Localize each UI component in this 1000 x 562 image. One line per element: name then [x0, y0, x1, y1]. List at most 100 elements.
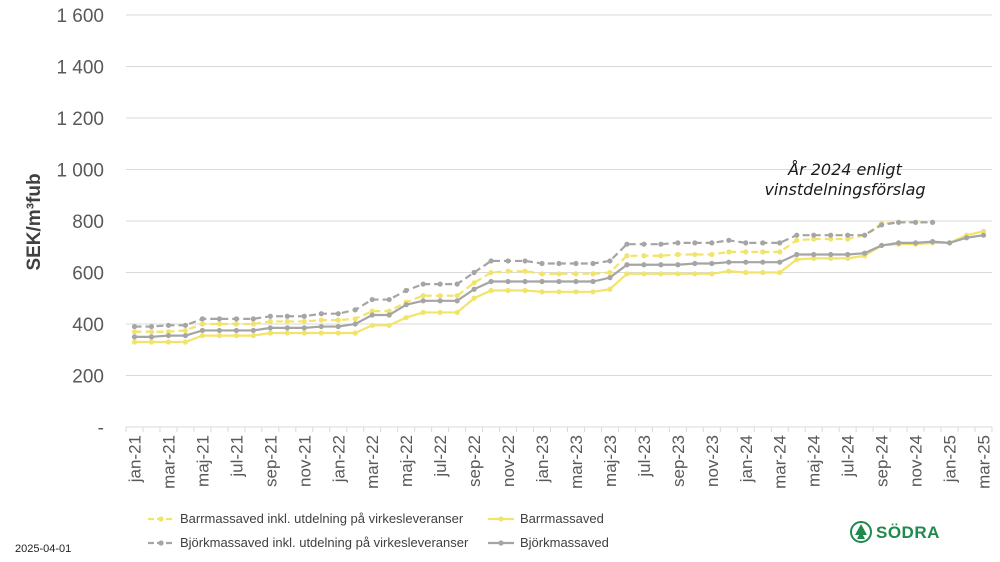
- data-point: [556, 278, 562, 285]
- x-tick-label: maj-21: [193, 435, 212, 487]
- x-tick-label: jan-25: [941, 435, 960, 483]
- data-point: [929, 219, 936, 225]
- data-point: [199, 316, 206, 322]
- data-point: [845, 251, 851, 258]
- data-point: [675, 240, 681, 246]
- x-tick-label: mar-23: [567, 435, 586, 489]
- tree-icon: [850, 521, 872, 543]
- data-point: [148, 339, 155, 345]
- data-point: [437, 293, 443, 299]
- data-point: [284, 313, 290, 319]
- data-point: [369, 296, 375, 303]
- data-point: [641, 271, 647, 277]
- x-axis-ticks: jan-21 mar-21 maj-21 jul-21 sep-21 nov-21 jan-…: [125, 427, 994, 489]
- data-point: [692, 271, 698, 277]
- data-point: [675, 251, 681, 258]
- data-point: [692, 260, 698, 267]
- data-point: [879, 222, 885, 228]
- data-point: [658, 253, 664, 259]
- data-point: [641, 262, 647, 268]
- data-point: [760, 259, 766, 265]
- data-point: [743, 259, 749, 265]
- data-point: [250, 321, 256, 327]
- data-point: [760, 249, 766, 255]
- data-point: [284, 330, 290, 336]
- data-point: [335, 330, 341, 336]
- data-point: [386, 296, 392, 303]
- data-point: [522, 278, 528, 285]
- data-point: [454, 281, 460, 287]
- data-point: [573, 271, 579, 277]
- annotation: År 2024 enligt vinstdelningsförslag: [764, 160, 925, 199]
- data-point: [131, 334, 138, 340]
- legend-label: Björkmassaved inkl. utdelning på virkesl…: [180, 535, 469, 550]
- data-point: [828, 236, 834, 242]
- data-point: [862, 250, 868, 256]
- series-2: [131, 228, 987, 345]
- data-point: [777, 249, 783, 255]
- x-tick-label: jul-24: [839, 435, 858, 478]
- y-tick-label: 1 600: [56, 6, 104, 27]
- tree-icon-shape: [855, 524, 867, 539]
- data-point: [658, 262, 664, 268]
- data-point: [522, 268, 528, 274]
- data-point: [607, 286, 613, 292]
- data-point: [539, 260, 545, 267]
- data-point: [165, 329, 172, 335]
- legend-marker: [498, 516, 504, 522]
- data-point: [199, 332, 206, 339]
- series-3: [131, 219, 936, 330]
- x-tick-label: jul-22: [431, 435, 450, 478]
- data-point: [794, 251, 800, 258]
- data-point: [437, 309, 443, 316]
- legend-label: Barrmassaved inkl. utdelning på virkesle…: [180, 511, 464, 526]
- data-point: [743, 240, 749, 246]
- series-line: [134, 221, 933, 333]
- data-point: [692, 240, 698, 246]
- data-point: [777, 259, 783, 265]
- data-point: [199, 327, 206, 334]
- x-tick-label: jul-21: [227, 435, 246, 478]
- x-tick-label: maj-23: [601, 435, 620, 487]
- data-point: [505, 268, 511, 274]
- x-tick-label: nov-22: [499, 435, 518, 487]
- data-point: [539, 271, 545, 277]
- data-point: [420, 309, 426, 316]
- y-tick-label: 1 000: [56, 161, 104, 182]
- data-point: [845, 255, 851, 261]
- x-tick-label: sep-22: [465, 435, 484, 487]
- data-point: [369, 322, 375, 328]
- data-point: [522, 287, 528, 294]
- data-point: [233, 321, 239, 327]
- data-point: [335, 317, 341, 323]
- data-point: [267, 330, 273, 336]
- data-point: [216, 332, 222, 339]
- series-line: [134, 230, 984, 344]
- data-point: [811, 232, 817, 238]
- legend-marker: [498, 540, 504, 546]
- data-point: [233, 327, 239, 334]
- logo-text: SÖDRA: [876, 523, 940, 542]
- data-point: [573, 260, 579, 267]
- data-point: [709, 251, 715, 258]
- data-point: [980, 232, 987, 238]
- data-point: [301, 330, 307, 336]
- data-point: [590, 271, 596, 277]
- data-point: [148, 323, 155, 330]
- data-point: [794, 232, 800, 238]
- data-point: [454, 293, 460, 299]
- data-point: [845, 236, 851, 242]
- x-tick-label: nov-21: [295, 435, 314, 487]
- data-point: [505, 258, 511, 264]
- data-point: [131, 323, 138, 330]
- data-point: [403, 302, 409, 308]
- data-point: [318, 330, 324, 336]
- data-point: [709, 260, 715, 267]
- data-point: [743, 249, 749, 255]
- data-point: [403, 287, 409, 294]
- x-tick-label: mar-22: [363, 435, 382, 489]
- data-point: [760, 240, 766, 246]
- data-point: [505, 278, 511, 285]
- x-tick-label: sep-21: [261, 435, 280, 487]
